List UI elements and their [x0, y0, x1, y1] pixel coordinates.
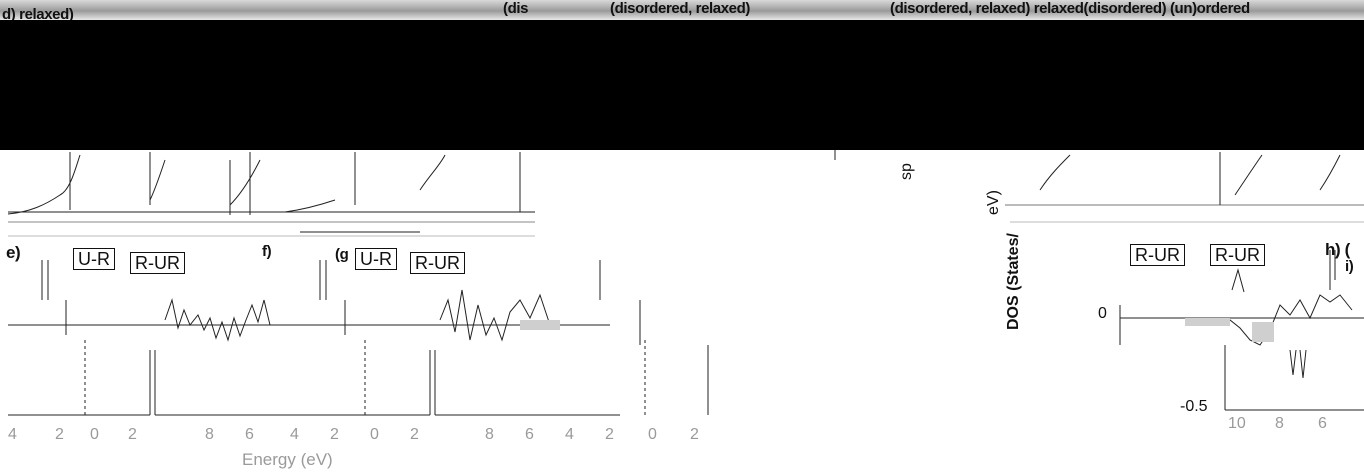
shaded-area-right: [1185, 318, 1230, 326]
y-tick-0: 0: [1098, 305, 1107, 322]
x-tick: 4: [8, 426, 17, 443]
heading-right: (disordered, relaxed) relaxed(disordered…: [890, 0, 1250, 17]
dos-curve-f: [439, 289, 551, 342]
y-tick-neg05: -0.5: [1180, 398, 1208, 415]
panel-e-label: e): [6, 243, 21, 262]
boxed-label-2: R-UR: [410, 252, 465, 274]
x-tick: 8: [1275, 415, 1284, 432]
x-tick: 4: [290, 426, 299, 443]
x-tick: 2: [690, 426, 699, 443]
x-tick: 6: [245, 426, 254, 443]
boxed-prefix-2: U-R: [355, 248, 397, 270]
heading-mid-1: (dis: [503, 0, 529, 17]
dos-spike-right: [1289, 349, 1307, 379]
x-tick: 2: [330, 426, 339, 443]
panel-d-label: d) relaxed): [2, 6, 74, 23]
x-tick: 0: [90, 426, 99, 443]
boxed-label-1: R-UR: [130, 252, 185, 274]
x-tick: 0: [370, 426, 379, 443]
boxed-label-3: R-UR: [1130, 244, 1185, 266]
top-strip: [0, 0, 1364, 20]
x-tick: 0: [648, 426, 657, 443]
x-tick: 8: [485, 426, 494, 443]
x-tick: 2: [410, 426, 419, 443]
boxed-prefix-1: U-R: [73, 248, 115, 270]
x-axis-label: Energy (eV): [242, 450, 333, 469]
black-mask-bar: [0, 20, 1364, 150]
y-axis-label-sp: sp: [898, 163, 915, 180]
panel-g-label: (g: [335, 246, 349, 263]
x-tick: 8: [205, 426, 214, 443]
panel-h-label: h) (: [1325, 240, 1350, 259]
x-tick: 10: [1228, 415, 1246, 432]
x-tick: 2: [605, 426, 614, 443]
dos-curve-e: [164, 298, 271, 342]
boxed-prefix-3: R-UR: [1210, 244, 1265, 266]
x-tick: 2: [55, 426, 64, 443]
y-axis-label: DOS (States/: [1005, 233, 1022, 330]
heading-mid-2: (disordered, relaxed): [610, 0, 750, 17]
x-tick: 4: [565, 426, 574, 443]
y-axis-label-unit: eV): [985, 190, 1002, 215]
x-tick: 2: [128, 426, 137, 443]
panel-f-label: f): [262, 243, 272, 260]
panel-i-label: i): [1345, 258, 1354, 275]
x-tick: 6: [525, 426, 534, 443]
dos-curve-upper-left-1: [7, 154, 81, 215]
x-tick: 6: [1318, 415, 1327, 432]
